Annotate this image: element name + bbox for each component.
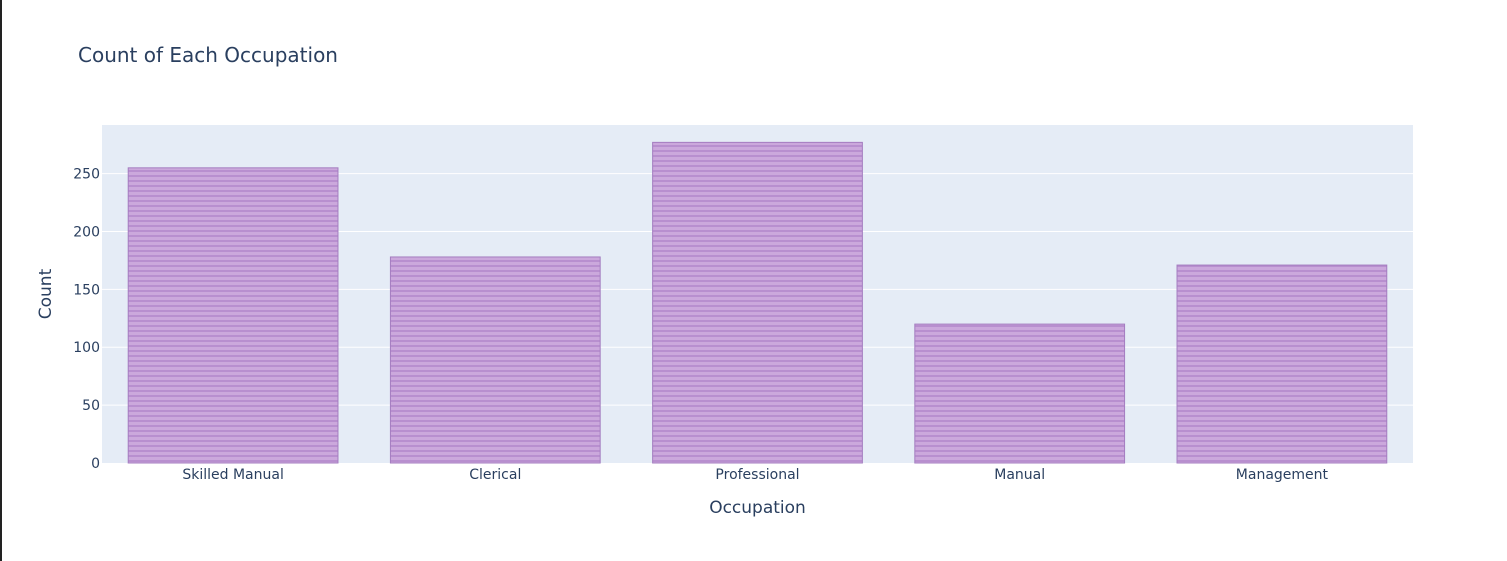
y-tick-label: 250	[73, 167, 100, 183]
x-tick-label: Manual	[994, 467, 1045, 483]
bar-skilled-manual	[127, 167, 339, 464]
x-tick-label: Professional	[715, 467, 799, 483]
y-tick-label: 0	[91, 456, 100, 472]
y-axis-title: Count	[36, 268, 56, 319]
y-tick-label: 200	[73, 224, 100, 240]
x-tick-label: Management	[1236, 467, 1329, 483]
y-tick-label: 150	[73, 282, 100, 298]
bars	[127, 141, 1388, 464]
bar-clerical	[389, 256, 601, 464]
y-axis-ticks: 0 50 100 150 200 250	[73, 167, 100, 472]
chart-title: Count of Each Occupation	[78, 43, 338, 67]
x-axis-title: Occupation	[709, 498, 806, 518]
window-left-edge	[0, 0, 2, 561]
bar-manual	[914, 323, 1126, 464]
y-tick-label: 100	[73, 340, 100, 356]
x-tick-label: Skilled Manual	[182, 467, 284, 483]
x-axis-ticks: Skilled Manual Clerical Professional Manual…	[182, 467, 1328, 483]
y-tick-label: 50	[82, 398, 100, 414]
bar-management	[1176, 264, 1388, 464]
x-tick-label: Clerical	[469, 467, 521, 483]
bar-professional	[652, 141, 863, 464]
